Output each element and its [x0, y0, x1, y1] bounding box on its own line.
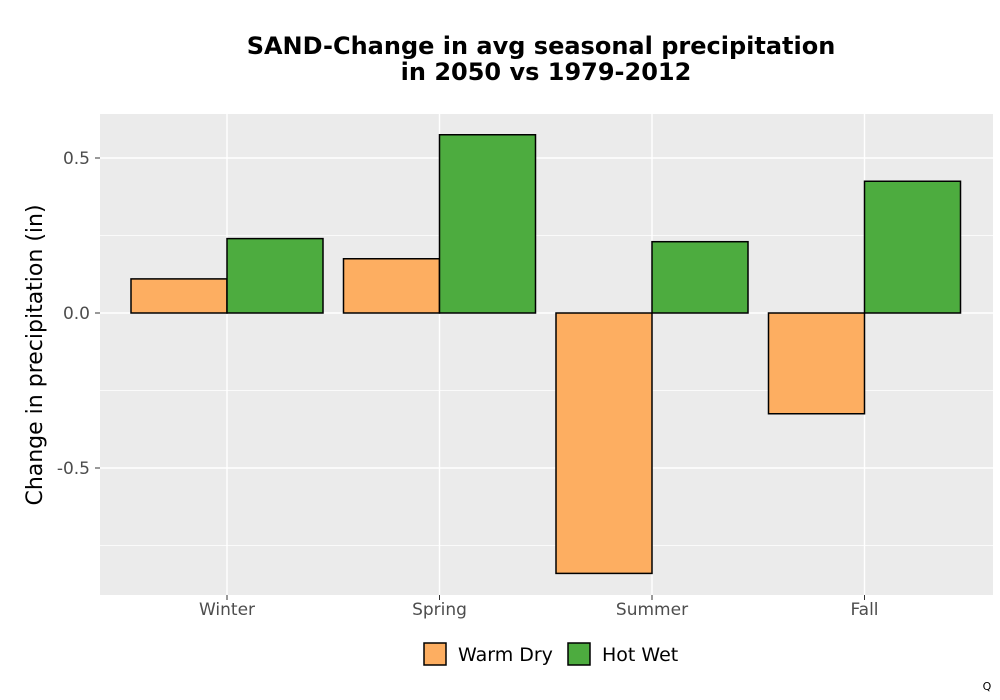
x-tick-label-winter: Winter [199, 600, 255, 620]
bar-winter-warm-dry [130, 278, 228, 314]
bar-fall-hot-wet [863, 180, 962, 314]
legend-key-warm-dry [423, 642, 447, 666]
bar-spring-warm-dry [342, 258, 441, 314]
chart-title-line-2: in 2050 vs 1979-2012 [401, 58, 692, 86]
legend: Warm Dry Hot Wet [423, 642, 678, 666]
x-axis-ticks: Winter Spring Summer Fall [199, 595, 879, 620]
legend-label-warm-dry: Warm Dry [458, 644, 553, 666]
bar-fall-warm-dry [767, 312, 866, 415]
legend-key-hot-wet [567, 642, 591, 666]
x-tick-label-fall: Fall [850, 600, 878, 620]
x-tick-label-spring: Spring [412, 600, 467, 620]
y-tick-label-1: 0.0 [63, 304, 90, 324]
bar-spring-hot-wet [438, 134, 537, 314]
bar-summer-warm-dry [555, 312, 653, 575]
y-tick-label-2: -0.5 [57, 459, 90, 479]
corner-mark: Q [983, 680, 992, 693]
bar-winter-hot-wet [226, 237, 324, 314]
bars [130, 134, 962, 575]
bar-summer-hot-wet [651, 240, 749, 314]
chart-title-line-1: SAND-Change in avg seasonal precipitatio… [247, 32, 836, 60]
y-tick-label-0: 0.5 [63, 149, 90, 169]
x-tick-label-summer: Summer [616, 600, 688, 620]
y-axis-title: Change in precipitation (in) [23, 204, 48, 505]
legend-label-hot-wet: Hot Wet [602, 644, 678, 666]
y-axis-ticks: 0.5 0.0 -0.5 [57, 149, 100, 479]
